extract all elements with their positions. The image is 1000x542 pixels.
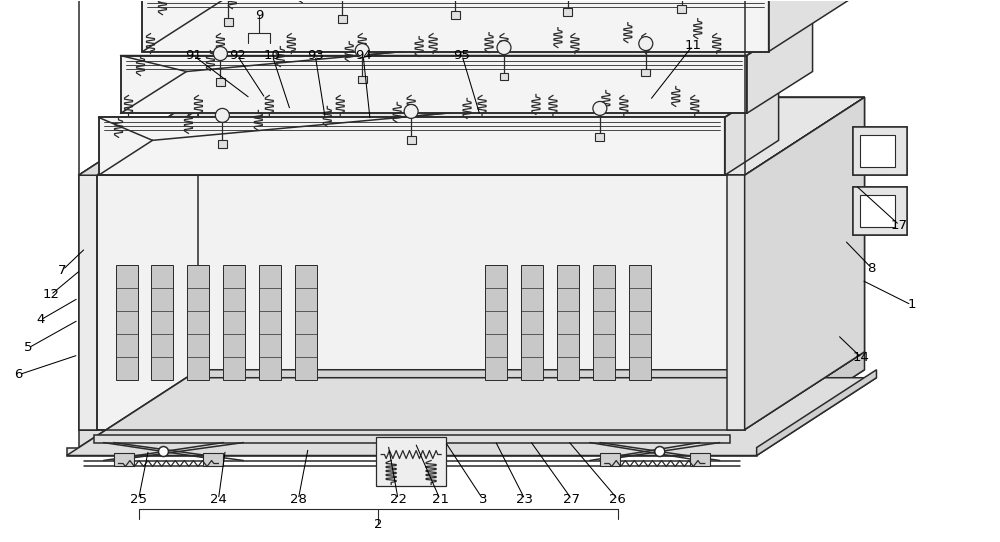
Text: 6: 6 bbox=[14, 368, 23, 381]
Polygon shape bbox=[769, 0, 853, 51]
Polygon shape bbox=[853, 127, 907, 175]
Bar bbox=[376, 436, 446, 487]
Bar bbox=[641, 68, 650, 76]
Text: 26: 26 bbox=[609, 493, 626, 506]
Text: 27: 27 bbox=[563, 493, 580, 506]
Text: 93: 93 bbox=[307, 49, 324, 62]
Bar bbox=[407, 137, 416, 144]
Polygon shape bbox=[79, 175, 745, 430]
Text: 3: 3 bbox=[479, 493, 487, 506]
Polygon shape bbox=[725, 82, 779, 175]
Bar bbox=[338, 15, 347, 23]
Bar bbox=[259, 265, 281, 380]
Polygon shape bbox=[745, 98, 864, 430]
Bar bbox=[557, 265, 579, 380]
Text: 9: 9 bbox=[255, 9, 264, 22]
Polygon shape bbox=[121, 55, 747, 113]
Bar bbox=[114, 453, 134, 467]
Text: 94: 94 bbox=[355, 49, 372, 62]
Bar bbox=[451, 11, 460, 18]
Bar bbox=[593, 265, 615, 380]
Text: 14: 14 bbox=[853, 351, 870, 364]
Text: 2: 2 bbox=[374, 518, 382, 531]
Bar bbox=[595, 133, 604, 141]
Bar bbox=[295, 265, 317, 380]
Bar bbox=[203, 453, 223, 467]
Polygon shape bbox=[79, 430, 745, 448]
Polygon shape bbox=[99, 82, 779, 140]
Bar bbox=[521, 265, 543, 380]
Text: 7: 7 bbox=[58, 263, 67, 276]
Polygon shape bbox=[853, 187, 907, 235]
Bar bbox=[224, 18, 233, 25]
Text: 28: 28 bbox=[290, 493, 307, 506]
Polygon shape bbox=[757, 370, 876, 455]
Circle shape bbox=[593, 101, 607, 115]
Polygon shape bbox=[727, 175, 745, 430]
Bar bbox=[860, 136, 895, 167]
Text: 92: 92 bbox=[229, 49, 246, 62]
Polygon shape bbox=[94, 435, 730, 443]
Bar bbox=[629, 265, 651, 380]
Bar bbox=[500, 73, 508, 81]
Circle shape bbox=[158, 447, 168, 456]
Bar bbox=[116, 265, 138, 380]
Text: 22: 22 bbox=[390, 493, 407, 506]
Bar bbox=[218, 140, 227, 149]
Circle shape bbox=[355, 43, 369, 57]
Circle shape bbox=[213, 47, 227, 61]
Bar bbox=[187, 265, 209, 380]
Polygon shape bbox=[745, 98, 864, 430]
Text: 17: 17 bbox=[891, 218, 908, 231]
Bar bbox=[151, 265, 173, 380]
Bar bbox=[485, 265, 507, 380]
Bar bbox=[223, 265, 245, 380]
Bar bbox=[677, 5, 686, 12]
Text: 11: 11 bbox=[684, 39, 701, 52]
Polygon shape bbox=[747, 14, 813, 113]
Bar bbox=[860, 195, 895, 227]
Polygon shape bbox=[67, 448, 757, 455]
Text: 24: 24 bbox=[210, 493, 227, 506]
Polygon shape bbox=[142, 0, 769, 51]
Polygon shape bbox=[99, 118, 725, 175]
Circle shape bbox=[497, 41, 511, 55]
Text: 4: 4 bbox=[36, 313, 45, 326]
Polygon shape bbox=[79, 98, 864, 175]
Text: 25: 25 bbox=[130, 493, 147, 506]
Text: 10: 10 bbox=[264, 49, 281, 62]
Bar bbox=[216, 79, 225, 87]
Circle shape bbox=[639, 37, 653, 50]
Polygon shape bbox=[745, 352, 864, 448]
Bar bbox=[600, 453, 620, 467]
Text: 1: 1 bbox=[907, 299, 916, 312]
Text: 12: 12 bbox=[42, 288, 59, 301]
Circle shape bbox=[404, 105, 418, 118]
Polygon shape bbox=[79, 98, 216, 175]
Bar bbox=[563, 8, 572, 16]
Polygon shape bbox=[79, 175, 97, 430]
Circle shape bbox=[215, 108, 229, 122]
Polygon shape bbox=[121, 14, 813, 72]
Text: 23: 23 bbox=[516, 493, 533, 506]
Bar bbox=[690, 453, 710, 467]
Polygon shape bbox=[79, 370, 864, 448]
Polygon shape bbox=[67, 378, 876, 455]
Text: 91: 91 bbox=[185, 49, 202, 62]
Bar bbox=[358, 75, 367, 83]
Text: 21: 21 bbox=[432, 493, 449, 506]
Text: 5: 5 bbox=[24, 341, 33, 354]
Text: 8: 8 bbox=[867, 261, 876, 274]
Text: 95: 95 bbox=[454, 49, 470, 62]
Circle shape bbox=[655, 447, 665, 456]
